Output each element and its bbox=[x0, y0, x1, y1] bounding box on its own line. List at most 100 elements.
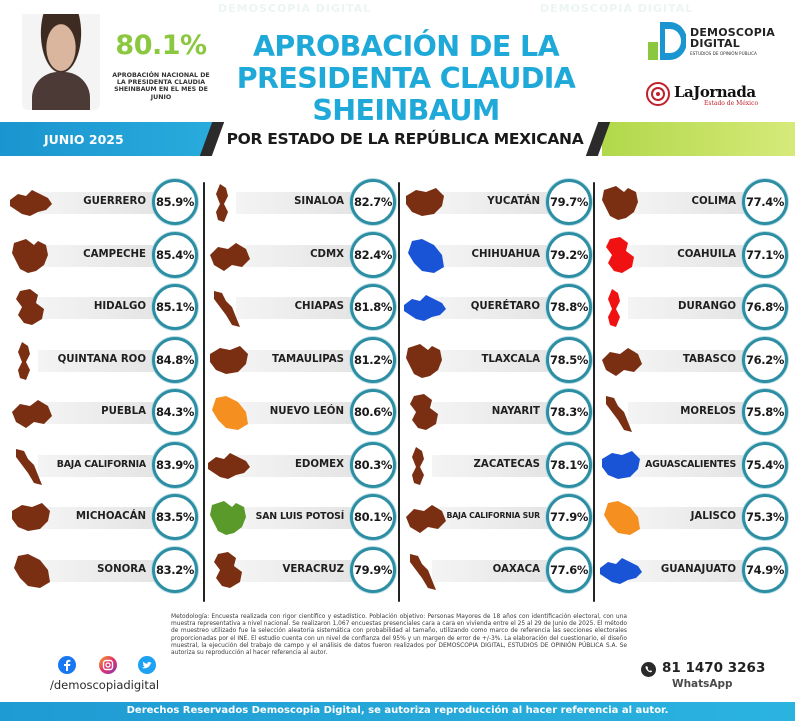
header: DEMOSCOPIA DIGITAL DEMOSCOPIA DIGITAL 80… bbox=[0, 0, 795, 127]
approval-value: 76.8% bbox=[746, 300, 784, 314]
value-circle: 78.1% bbox=[546, 441, 592, 488]
state-name: BAJA CALIFORNIA SUR bbox=[446, 511, 540, 520]
column-divider bbox=[398, 182, 400, 602]
row-bar bbox=[432, 454, 560, 477]
state-map-icon bbox=[208, 452, 250, 479]
state-map-icon bbox=[214, 291, 240, 327]
la-jornada-logo: LaJornada Estado de México bbox=[646, 80, 761, 110]
approval-value: 78.8% bbox=[550, 300, 588, 314]
title-line-2: PRESIDENTA CLAUDIA SHEINBAUM bbox=[236, 62, 576, 127]
twitter-icon[interactable] bbox=[138, 656, 156, 674]
state-map-icon bbox=[12, 400, 52, 428]
whatsapp-contact[interactable]: 81 1470 3263 WhatsApp bbox=[640, 660, 765, 700]
approval-value: 77.6% bbox=[550, 562, 588, 577]
row-bar bbox=[236, 192, 364, 214]
state-row: CAMPECHE 85.4% bbox=[8, 231, 198, 281]
state-name: NUEVO LEÓN bbox=[269, 406, 344, 417]
state-row: CHIAPAS 81.8% bbox=[206, 283, 396, 333]
value-circle: 80.1% bbox=[350, 494, 396, 540]
approval-value: 84.8% bbox=[156, 352, 194, 367]
approval-value: 77.9% bbox=[550, 510, 588, 524]
approval-value: 76.2% bbox=[746, 352, 784, 367]
state-name: TABASCO bbox=[682, 353, 736, 365]
state-name: PUEBLA bbox=[101, 406, 146, 417]
approval-value: 75.4% bbox=[746, 457, 784, 472]
state-name: QUERÉTARO bbox=[470, 301, 540, 312]
value-circle: 77.4% bbox=[742, 179, 788, 225]
state-map-icon bbox=[10, 190, 52, 216]
approval-value: 82.4% bbox=[354, 247, 392, 262]
state-row: ZACATECAS 78.1% bbox=[402, 441, 592, 491]
state-map-icon bbox=[404, 295, 446, 321]
approval-value: 83.2% bbox=[156, 562, 194, 577]
state-map-icon bbox=[12, 503, 50, 531]
state-map-icon bbox=[606, 396, 632, 432]
state-row: AGUASCALIENTES 75.4% bbox=[598, 441, 788, 491]
row-bar bbox=[628, 507, 756, 529]
state-map-icon bbox=[412, 446, 424, 485]
social-handle[interactable]: /demoscopiadigital bbox=[50, 678, 160, 692]
state-map-icon bbox=[606, 236, 634, 273]
state-name: QUINTANA ROO bbox=[57, 353, 146, 365]
row-bar bbox=[236, 297, 364, 319]
approval-value: 79.9% bbox=[354, 562, 392, 577]
state-row: YUCATÁN 79.7% bbox=[402, 178, 592, 228]
approval-value: 82.7% bbox=[354, 195, 392, 209]
state-map-icon bbox=[214, 551, 242, 588]
state-row: DURANGO 76.8% bbox=[598, 283, 788, 333]
value-circle: 80.3% bbox=[350, 441, 396, 488]
row-bar bbox=[628, 454, 756, 477]
la-jornada-name: LaJornada bbox=[674, 83, 756, 101]
whatsapp-label: WhatsApp bbox=[672, 678, 733, 690]
state-map-icon bbox=[406, 188, 444, 216]
state-map-icon bbox=[18, 341, 30, 380]
row-bar bbox=[236, 454, 364, 477]
state-name: CAMPECHE bbox=[83, 248, 146, 260]
value-circle: 83.2% bbox=[152, 546, 198, 593]
value-circle: 74.9% bbox=[742, 546, 788, 593]
page-title: APROBACIÓN DE LA PRESIDENTA CLAUDIA SHEI… bbox=[196, 31, 616, 127]
state-map-icon bbox=[608, 289, 620, 327]
footer: /demoscopiadigital Metodología: Encuesta… bbox=[0, 606, 795, 721]
state-name: JALISCO bbox=[690, 511, 736, 522]
date-label: JUNIO 2025 bbox=[44, 132, 124, 147]
row-bar bbox=[628, 192, 756, 214]
instagram-icon[interactable] bbox=[99, 656, 117, 674]
value-circle: 80.6% bbox=[350, 389, 396, 435]
subtitle: POR ESTADO DE LA REPÚBLICA MEXICANA bbox=[226, 130, 584, 148]
state-map-icon bbox=[406, 505, 446, 533]
value-circle: 84.3% bbox=[152, 389, 198, 435]
approval-value: 79.2% bbox=[550, 247, 588, 262]
row-bar bbox=[628, 559, 756, 582]
state-name: COAHUILA bbox=[677, 248, 736, 260]
state-name: COLIMA bbox=[691, 196, 736, 207]
approval-value: 78.1% bbox=[550, 457, 588, 472]
approval-value: 83.5% bbox=[156, 510, 194, 524]
value-circle: 84.8% bbox=[152, 336, 198, 383]
social-links: /demoscopiadigital bbox=[50, 656, 168, 696]
national-approval-caption: APROBACIÓN NACIONAL DE LA PRESIDENTA CLA… bbox=[112, 72, 210, 101]
state-name: SAN LUIS POTOSÍ bbox=[255, 511, 345, 522]
value-circle: 76.8% bbox=[742, 284, 788, 330]
state-row: SAN LUIS POTOSÍ 80.1% bbox=[206, 493, 396, 543]
row-bar bbox=[432, 559, 560, 582]
value-circle: 85.4% bbox=[152, 231, 198, 278]
state-row: TAMAULIPAS 81.2% bbox=[206, 336, 396, 386]
state-row: QUINTANA ROO 84.8% bbox=[8, 336, 198, 386]
value-circle: 79.2% bbox=[546, 231, 592, 278]
row-bar bbox=[432, 349, 560, 372]
state-row: VERACRUZ 79.9% bbox=[206, 546, 396, 596]
facebook-icon[interactable] bbox=[58, 656, 76, 674]
watermark: DEMOSCOPIA DIGITAL bbox=[218, 2, 372, 15]
rights-bar: Derechos Reservados Demoscopia Digital, … bbox=[0, 702, 795, 721]
state-map-icon bbox=[602, 186, 638, 220]
state-row: CDMX 82.4% bbox=[206, 231, 396, 281]
demoscopia-d-icon bbox=[648, 22, 686, 60]
state-row: QUERÉTARO 78.8% bbox=[402, 283, 592, 333]
state-name: SONORA bbox=[97, 563, 146, 575]
state-map-icon bbox=[408, 238, 444, 273]
state-map-icon bbox=[602, 450, 640, 479]
approval-value: 79.7% bbox=[550, 195, 588, 209]
row-bar bbox=[628, 244, 756, 267]
approval-value: 75.3% bbox=[746, 510, 784, 524]
